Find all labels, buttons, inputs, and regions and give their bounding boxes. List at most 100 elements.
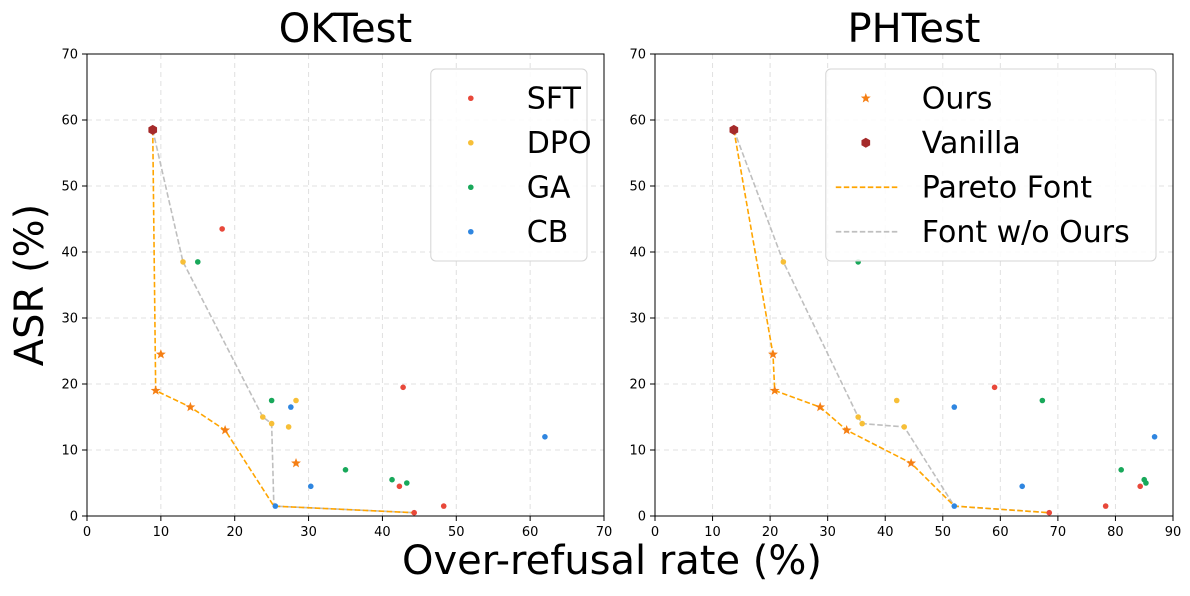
data-point-ours [768,349,778,359]
data-point-sft [1046,509,1053,516]
data-point-dpo [901,424,908,430]
x-tick-label: 40 [374,525,391,540]
chart-title: OKTest [279,6,412,52]
data-point-cb [307,483,314,490]
data-point-ours [841,425,852,435]
data-point-sft [991,384,998,391]
data-point-sft [411,509,417,516]
data-point-ga [389,476,395,483]
y-tick-label: 20 [629,378,646,393]
y-tick-label: 20 [61,378,78,393]
series-line-pareto-font [151,129,415,514]
data-point-ga [1143,480,1149,486]
x-tick-label: 20 [762,525,779,540]
data-point-cb [288,404,294,410]
legend-label-ga: GA [527,170,571,205]
legend-label-vanilla: Vanilla [922,126,1021,161]
y-tick-label: 50 [629,180,646,195]
data-point-ours [769,385,780,395]
data-point-ga [342,467,349,473]
y-tick-label: 30 [61,312,78,327]
data-point-ga [1118,467,1124,473]
series-line-font-w-o-ours [151,129,415,514]
data-point-ga [404,480,410,486]
x-tick-label: 90 [1165,525,1182,540]
chart-title: PHTest [848,6,981,52]
data-point-dpo [293,397,299,404]
data-point-ours [815,401,826,412]
x-tick-label: 10 [704,525,721,540]
x-tick-label: 70 [1050,525,1067,540]
y-tick-label: 40 [61,246,78,261]
legend-label-sft: SFT [527,81,582,116]
x-tick-label: 50 [935,525,952,540]
legend-swatch-vanilla [861,137,871,148]
y-tick-label: 10 [629,444,646,459]
data-point-ours [906,458,917,468]
data-point-cb [1019,483,1026,490]
data-point-sft [1102,503,1109,509]
legend-swatch-sft [468,95,474,102]
data-point-cb [951,404,958,410]
data-point-dpo [855,414,861,420]
shared-x-axis-label: Over-refusal rate (%) [402,538,822,584]
legend-label-cb: CB [527,215,569,250]
data-point-ours [150,385,161,395]
data-point-dpo [268,420,275,427]
legend-label-ours: Ours [922,81,993,116]
data-point-dpo [180,259,186,265]
legend-frame [825,68,1157,262]
x-tick-label: 30 [819,525,836,540]
legend-swatch-ga [468,184,474,191]
data-point-sft [400,384,406,391]
data-point-dpo [859,420,865,427]
data-point-dpo [893,397,900,404]
data-point-ours [185,401,196,412]
chart-panel-phtest: 0 10 20 30 40 50 60 70 80 90 0 10 20 30 40 50 60 70 PHTest… [629,6,1181,540]
y-tick-label: 70 [629,48,646,63]
axes-frame [86,53,605,517]
y-tick-label: 10 [61,444,78,459]
data-point-ga [268,397,275,404]
data-point-ours [291,458,301,468]
legend-frame [430,68,588,262]
data-point-ours [155,349,166,359]
x-tick-label: 40 [877,525,894,540]
y-tick-label: 60 [61,114,78,129]
data-point-ours [220,425,231,435]
legend-label-font-w-o-ours: Font w/o Ours [922,215,1130,250]
x-tick-label: 70 [596,525,613,540]
series-line-pareto-font [733,129,1050,514]
x-tick-label: 60 [522,525,539,540]
data-point-ga [194,259,201,265]
x-tick-label: 80 [1107,525,1124,540]
y-tick-label: 70 [61,48,78,63]
y-tick-label: 30 [629,312,646,327]
legend: SFT DPO GA CB [430,68,592,262]
x-tick-label: 0 [83,525,91,540]
y-tick-label: 50 [61,180,78,195]
data-point-sft [1137,483,1143,490]
legend-swatch-ours [860,93,871,103]
data-point-dpo [285,424,292,430]
data-point-vanilla [148,124,158,135]
legend-label-dpo: DPO [527,126,592,161]
data-point-sft [396,483,403,490]
data-point-dpo [780,259,787,265]
x-tick-label: 60 [992,525,1009,540]
chart-panel-oktest: 0 10 20 30 40 50 60 70 0 10 20 30 40 50 60 70 OKTest SFT D… [61,6,612,540]
data-point-cb [542,434,548,440]
x-tick-label: 10 [153,525,170,540]
axes-frame [654,53,1174,517]
data-point-cb [951,503,958,509]
legend-swatch-cb [468,228,474,235]
legend-swatch-dpo [468,139,474,146]
data-point-cb [1151,434,1158,440]
data-point-sft [440,503,447,509]
x-tick-label: 50 [448,525,465,540]
x-tick-label: 0 [651,525,659,540]
y-tick-label: 0 [70,510,78,525]
y-tick-label: 60 [629,114,646,129]
data-point-sft [219,226,225,232]
